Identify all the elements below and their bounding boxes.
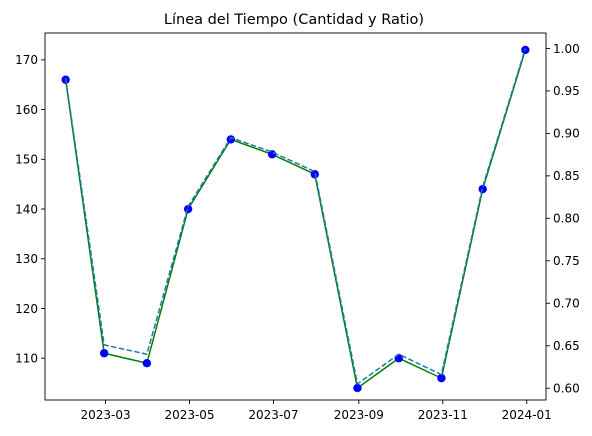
x-tick-label-6: 2024-01 <box>502 408 552 422</box>
y-tick-label-right-8: 0.95 <box>553 84 580 98</box>
y-tick-label-left-7: 170 <box>15 53 38 67</box>
x-tick-label-5: 2023-11 <box>418 408 468 422</box>
y-tick-label-right-9: 1.00 <box>553 42 580 56</box>
x-tick-label-2: 2023-05 <box>164 408 214 422</box>
y-tick-label-left-3: 130 <box>15 252 38 266</box>
series-line-left <box>64 49 527 389</box>
y-tick-label-right-3: 0.70 <box>553 297 580 311</box>
data-point-1-2 <box>99 349 109 358</box>
y-tick-label-right-2: 0.65 <box>553 339 580 353</box>
y-tick-label-left-2: 120 <box>15 302 38 316</box>
y-tick-label-left-5: 150 <box>15 153 38 167</box>
data-point-1-8 <box>353 383 362 393</box>
chart-title: Línea del Tiempo (Cantidad y Ratio) <box>164 12 424 28</box>
y-tick-label-right-5: 0.80 <box>553 212 580 226</box>
x-tick-label-3: 2023-07 <box>248 408 298 422</box>
y-tick-label-right-7: 0.90 <box>553 127 580 141</box>
y-tick-label-left-6: 160 <box>15 103 38 117</box>
data-point-1-10 <box>437 373 446 383</box>
x-tick-label-1: 2023-03 <box>80 408 130 422</box>
y-tick-label-right-4: 0.75 <box>553 254 580 268</box>
series-line-right <box>64 48 527 385</box>
y-tick-label-right-6: 0.85 <box>553 169 580 183</box>
axes-layer: 2023-03 2023-05 2023-07 2023-09 2023-11 2024-… <box>15 32 580 422</box>
data-point-1-4 <box>183 204 193 214</box>
x-tick-label-4: 2023-09 <box>334 408 384 422</box>
y-tick-label-left-4: 140 <box>15 202 38 216</box>
y-tick-label-left-1: 110 <box>15 352 38 366</box>
y-tick-label-right-1: 0.60 <box>553 381 580 395</box>
series-layer <box>61 45 530 393</box>
plot-frame <box>44 32 547 401</box>
data-point-1-3 <box>142 359 152 368</box>
data-point-1-5 <box>226 135 236 144</box>
